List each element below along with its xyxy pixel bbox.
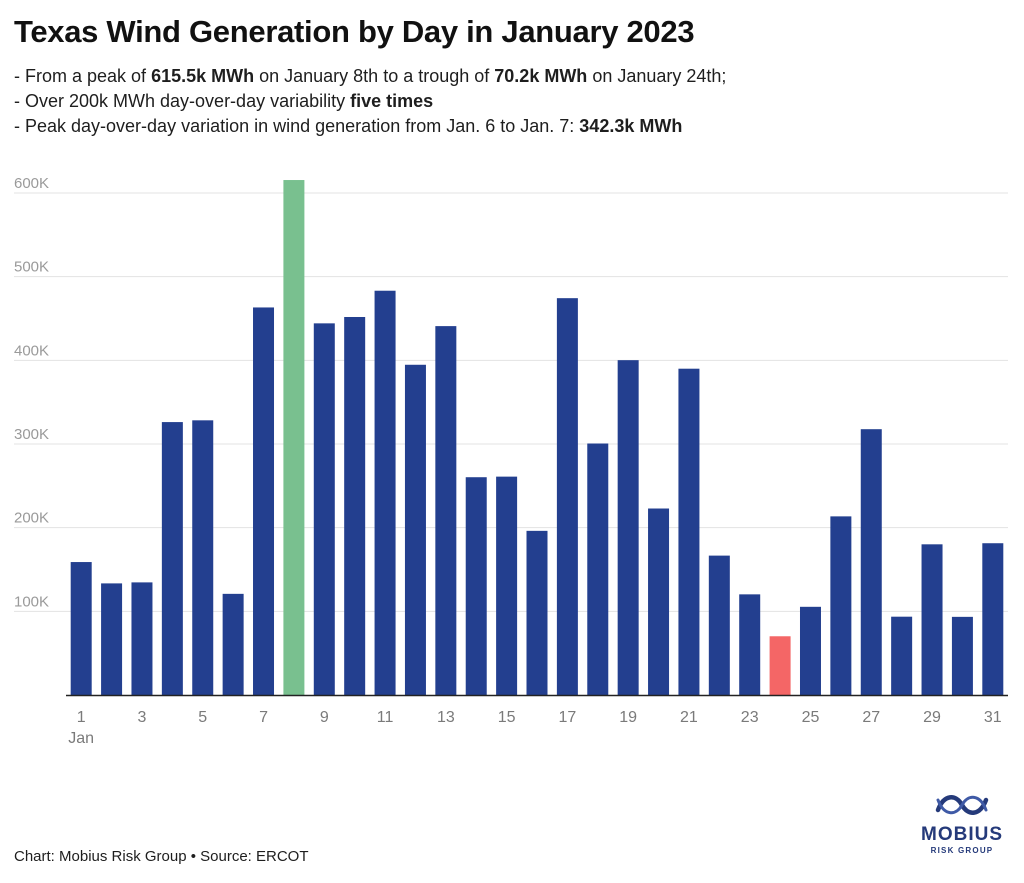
x-tick-label: 17 (558, 709, 576, 726)
x-tick-label: 1 (77, 709, 86, 726)
x-tick-label: 11 (377, 709, 394, 726)
bar-jan-18 (587, 443, 609, 695)
source-note: Chart: Mobius Risk Group • Source: ERCOT (14, 848, 309, 865)
bar-jan-3 (131, 582, 153, 695)
bar-jan-22 (708, 555, 730, 695)
y-tick-label: 400K (14, 342, 49, 359)
chart-notes: - From a peak of 615.5k MWh on January 8… (14, 64, 726, 139)
bar-jan-21 (678, 368, 700, 695)
bar-jan-5 (192, 420, 214, 695)
note-line-1: - From a peak of 615.5k MWh on January 8… (14, 66, 727, 86)
bar-jan-24 (769, 636, 791, 695)
y-tick-label: 600K (14, 175, 49, 192)
logo-subtitle: RISK GROUP (930, 846, 994, 855)
bar-jan-30 (951, 616, 973, 695)
mobius-strip-icon (935, 795, 989, 815)
x-tick-label: 5 (198, 709, 207, 726)
x-tick-label: 13 (437, 709, 455, 726)
bar-jan-19 (617, 360, 639, 695)
bar-jan-6 (222, 593, 244, 695)
bar-jan-20 (648, 508, 670, 695)
bar-jan-16 (526, 530, 548, 695)
mobius-logo: MOBIUS RISK GROUP (912, 790, 1012, 857)
logo-wordmark: MOBIUS (921, 824, 1003, 845)
bar-jan-28 (891, 616, 913, 695)
bar-jan-9 (313, 323, 335, 695)
bar-jan-11 (374, 290, 396, 695)
bar-jan-26 (830, 516, 852, 695)
y-tick-label: 200K (14, 510, 49, 527)
bar-jan-8 (283, 180, 305, 695)
y-tick-label: 300K (14, 426, 49, 443)
bar-jan-25 (799, 606, 821, 695)
bar-jan-7 (253, 307, 275, 695)
bar-jan-31 (982, 543, 1004, 695)
bar-jan-27 (860, 429, 882, 695)
bar-jan-14 (465, 477, 487, 695)
x-tick-label: 21 (680, 709, 698, 726)
x-tick-label: 9 (320, 709, 329, 726)
bar-jan-4 (161, 422, 183, 695)
x-tick-label: 3 (138, 709, 147, 726)
bar-jan-12 (404, 364, 426, 695)
x-tick-label: 15 (498, 709, 516, 726)
bar-jan-13 (435, 326, 457, 695)
bar-jan-17 (556, 298, 578, 695)
y-tick-label: 100K (14, 593, 49, 610)
y-tick-label: 500K (14, 259, 49, 276)
x-tick-label: 23 (741, 709, 759, 726)
x-tick-label: 29 (923, 709, 941, 726)
x-tick-sublabel: Jan (68, 730, 94, 747)
bar-jan-15 (496, 476, 518, 695)
x-tick-label: 31 (984, 709, 1002, 726)
bar-jan-10 (344, 316, 366, 695)
bar-jan-2 (101, 583, 123, 695)
x-tick-label: 7 (259, 709, 268, 726)
x-tick-label: 25 (802, 709, 820, 726)
note-line-3: - Peak day-over-day variation in wind ge… (14, 116, 683, 136)
note-line-2: - Over 200k MWh day-over-day variability… (14, 91, 434, 111)
bar-jan-23 (739, 594, 761, 695)
chart-title: Texas Wind Generation by Day in January … (14, 14, 695, 49)
x-tick-label: 27 (862, 709, 880, 726)
bar-jan-29 (921, 544, 943, 695)
bar-jan-1 (70, 562, 92, 695)
x-tick-label: 19 (619, 709, 637, 726)
